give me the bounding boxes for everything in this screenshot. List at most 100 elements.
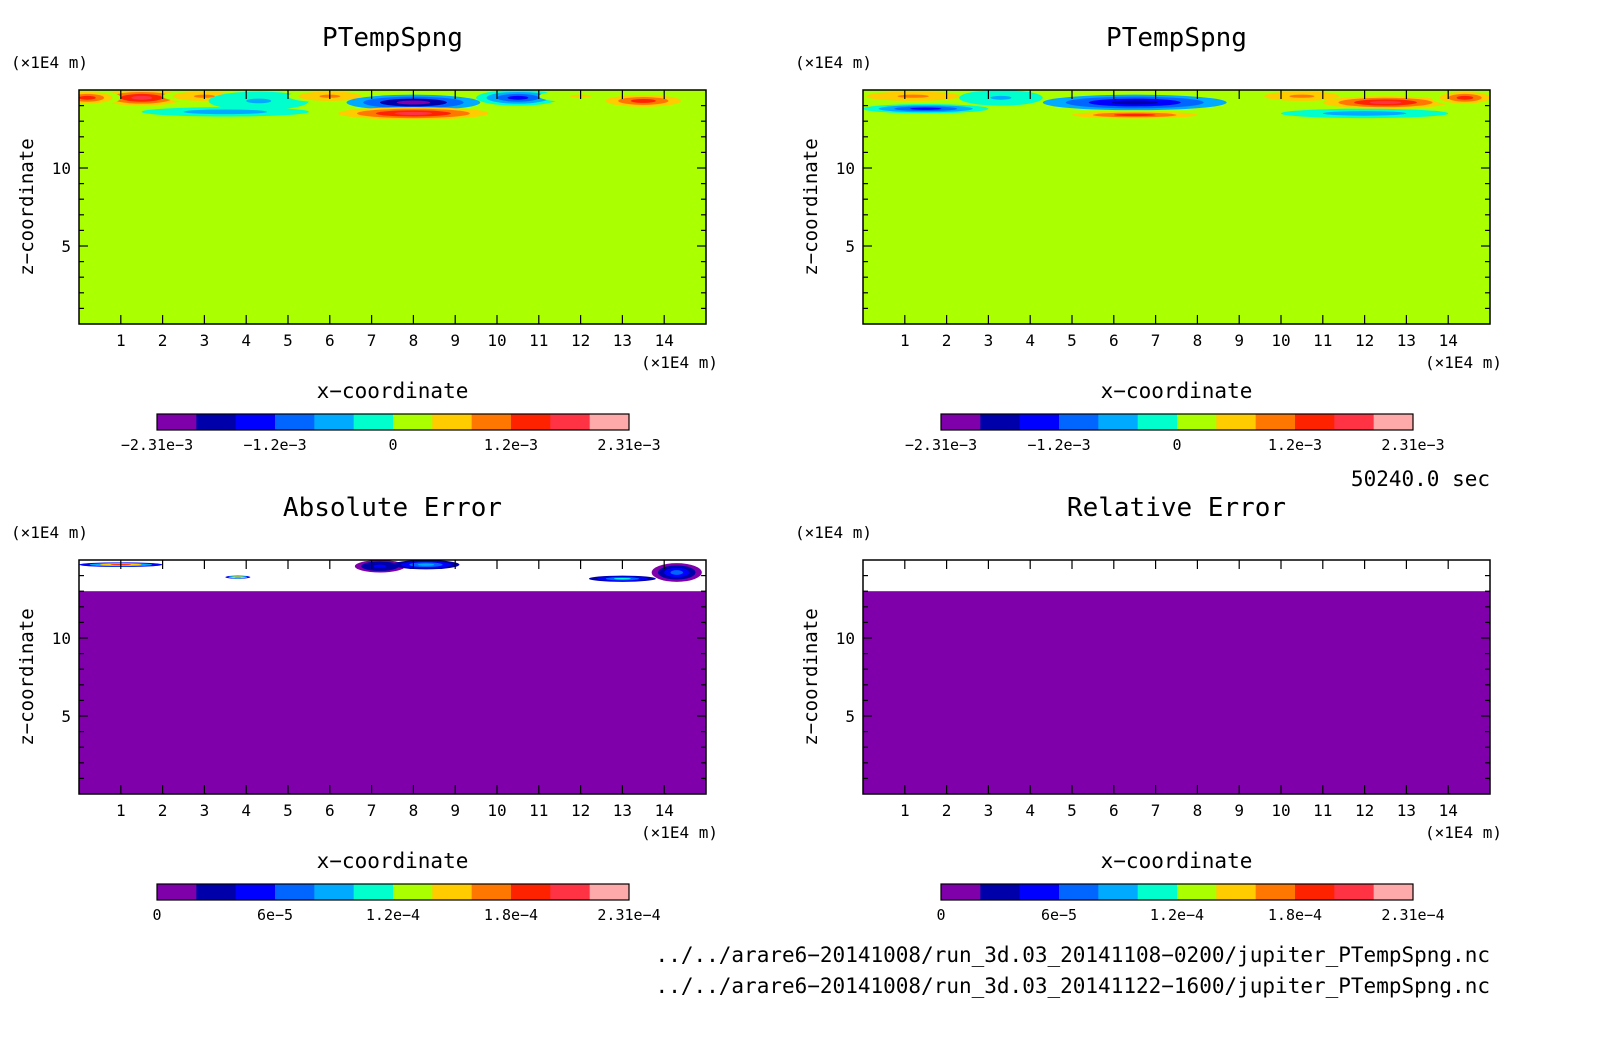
x-tick-label: 8 [409, 331, 419, 350]
x-axis-label: x−coordinate [317, 379, 469, 403]
y-tick-label: 5 [845, 707, 855, 726]
y-tick-label: 10 [52, 159, 71, 178]
colorbar-swatch [471, 884, 512, 900]
y-tick-label: 5 [845, 237, 855, 256]
x-tick-label: 7 [1151, 331, 1161, 350]
heatmap-background [863, 560, 1490, 794]
x-unit-label: (×1E4 m) [641, 823, 718, 842]
x-tick-label: 3 [200, 331, 210, 350]
colorbar-swatch [1059, 884, 1099, 900]
x-tick-label: 7 [1151, 801, 1161, 820]
x-tick-label: 12 [1355, 331, 1374, 350]
colorbar-swatch [353, 884, 394, 900]
x-tick-label: 14 [1439, 801, 1458, 820]
colorbar-swatch [157, 414, 197, 430]
colorbar-swatch [941, 884, 981, 900]
x-tick-label: 4 [241, 331, 251, 350]
x-tick-label: 10 [487, 801, 506, 820]
colorbar-frame [940, 883, 1414, 901]
x-tick-label: 6 [325, 331, 335, 350]
colorbar-swatch [157, 884, 197, 900]
x-tick-label: 8 [1193, 331, 1203, 350]
chart-title: Absolute Error [283, 493, 502, 523]
contour-blob-5-3 [396, 100, 431, 105]
contour-blob-3-3 [614, 577, 631, 580]
x-tick-label: 13 [613, 331, 632, 350]
colorbar-tick-label: −1.2e−3 [243, 436, 306, 454]
heatmap-white-band [863, 560, 1490, 592]
heatmap-field [863, 90, 1490, 324]
colorbar-tick-label: −1.2e−3 [1027, 436, 1090, 454]
x-tick-label: 2 [942, 331, 952, 350]
chart-title: PTempSpng [1106, 23, 1247, 53]
colorbar-swatch [432, 414, 473, 430]
x-tick-label: 3 [200, 801, 210, 820]
colorbar-swatch [196, 884, 237, 900]
y-unit-label: (×1E4 m) [11, 53, 88, 72]
x-tick-label: 9 [450, 801, 460, 820]
colorbar-swatch [1177, 884, 1217, 900]
colorbar-swatch [1216, 414, 1257, 430]
x-tick-label: 13 [1397, 801, 1416, 820]
contour-blob-5-3 [234, 576, 241, 578]
chart-title: PTempSpng [322, 23, 463, 53]
colorbar-swatch [1098, 884, 1139, 900]
colorbar-swatch [1334, 884, 1375, 900]
file-path-2: ../../arare6−20141008/run_3d.03_20141122… [656, 974, 1490, 998]
x-tick-label: 8 [1193, 801, 1203, 820]
colorbar-swatch [511, 884, 551, 900]
x-tick-label: 11 [1313, 801, 1332, 820]
colorbar: 0 6e−5 1.2e−4 1.8e−4 2.31e−4 [936, 883, 1445, 924]
colorbar-swatch [353, 414, 394, 430]
contour-blob-9-3 [630, 98, 656, 103]
x-tick-label: 10 [1271, 801, 1290, 820]
plot-frame [862, 559, 1491, 795]
colorbar-tick-label: 1.2e−3 [484, 436, 538, 454]
contour-blob-2-3 [670, 570, 684, 575]
x-tick-label: 11 [1313, 331, 1332, 350]
colorbar-swatch [589, 414, 630, 430]
colorbar-tick-label: 0 [152, 906, 161, 924]
time-label: 50240.0 sec [1351, 467, 1490, 491]
x-tick-label: 2 [158, 801, 168, 820]
colorbar-swatch [393, 414, 433, 430]
x-unit-label: (×1E4 m) [641, 353, 718, 372]
x-tick-label: 10 [1271, 331, 1290, 350]
x-tick-label: 6 [1109, 331, 1119, 350]
colorbar-tick-label: 2.31e−4 [597, 906, 660, 924]
x-tick-label: 4 [241, 801, 251, 820]
y-tick-label: 10 [836, 159, 855, 178]
x-tick-label: 14 [655, 801, 674, 820]
y-tick-label: 10 [52, 629, 71, 648]
y-axis-label: z−coordinate [16, 138, 38, 275]
x-unit-label: (×1E4 m) [1425, 353, 1502, 372]
colorbar-frame [940, 413, 1414, 431]
contour-blob-0-3 [373, 564, 387, 568]
x-tick-label: 2 [158, 331, 168, 350]
colorbar-swatch [1255, 884, 1296, 900]
colorbar-swatch [1059, 414, 1099, 430]
contour-blob-5-3 [1289, 94, 1315, 98]
plot-frame [862, 89, 1491, 325]
colorbar-tick-label: 0 [936, 906, 945, 924]
colorbar-tick-label: 2.31e−3 [597, 436, 660, 454]
x-tick-label: 2 [942, 801, 952, 820]
colorbar-tick-label: 1.8e−4 [1268, 906, 1322, 924]
colorbar-swatch [980, 884, 1021, 900]
contour-blob-8-3 [1456, 95, 1474, 100]
contour-blob-7-3 [1343, 112, 1386, 115]
colorbar-swatch [1334, 414, 1375, 430]
colorbar-swatch [1137, 884, 1178, 900]
colorbar-swatch [1295, 884, 1335, 900]
x-tick-label: 14 [655, 331, 674, 350]
contour-blob-4-3 [1113, 113, 1156, 117]
heatmap-field [79, 90, 706, 324]
colorbar-swatch [1373, 414, 1414, 430]
colorbar-frame [156, 883, 630, 901]
colorbar-tick-label: 0 [1172, 436, 1181, 454]
y-unit-label: (×1E4 m) [795, 523, 872, 542]
x-tick-label: 5 [283, 801, 293, 820]
contour-blob-3-3 [1111, 100, 1158, 105]
